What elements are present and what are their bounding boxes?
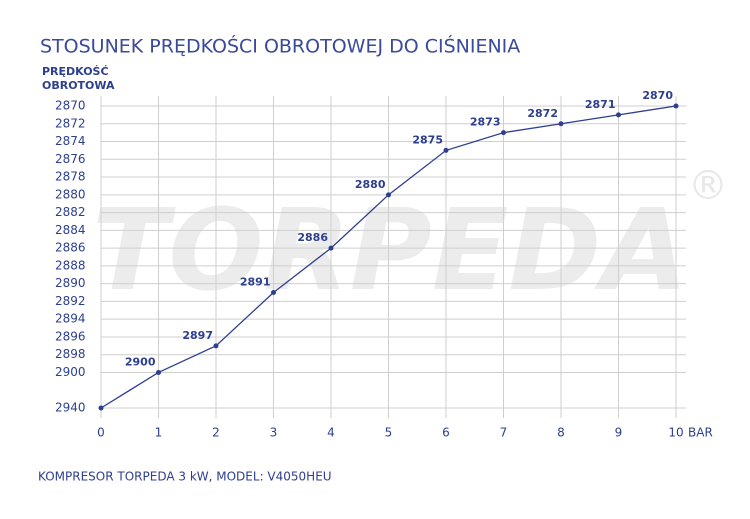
data-point xyxy=(213,343,219,349)
y-tick-label: 2876 xyxy=(55,152,86,166)
y-tick-label: 2892 xyxy=(55,294,86,308)
data-label: 2871 xyxy=(585,98,616,111)
chart-title: STOSUNEK PRĘDKOŚCI OBROTOWEJ DO CIŚNIENI… xyxy=(40,34,520,58)
y-tick-label: 2900 xyxy=(55,365,86,379)
y-tick-label: 2890 xyxy=(55,276,86,290)
data-point xyxy=(443,147,449,153)
data-point xyxy=(386,192,391,198)
y-tick-label: 2940 xyxy=(55,401,86,415)
y-tick-label: 2882 xyxy=(55,205,86,219)
y-tick-label: 2884 xyxy=(55,223,86,237)
x-tick-label: 7 xyxy=(500,426,508,440)
y-tick-label: 2878 xyxy=(55,170,86,184)
data-point xyxy=(98,405,104,411)
data-point xyxy=(673,103,679,109)
data-label: 2875 xyxy=(412,133,443,146)
y-tick-label: 2872 xyxy=(55,116,86,130)
y-tick-label: 2874 xyxy=(55,134,86,148)
y-tick-label: 2886 xyxy=(55,241,86,255)
x-tick-label: 0 xyxy=(97,426,105,440)
x-tick-label: 10 xyxy=(668,426,683,440)
data-point xyxy=(501,130,506,136)
data-point xyxy=(328,245,334,251)
x-tick-label: 1 xyxy=(155,426,163,440)
data-label: 2886 xyxy=(297,231,328,244)
x-tick-label: 9 xyxy=(615,426,623,440)
footer: KOMPRESOR TORPEDA 3 kW, MODEL: V4050HEU xyxy=(38,470,332,484)
x-tick-label: 6 xyxy=(442,426,450,440)
data-label: 2872 xyxy=(527,107,558,120)
y-tick-label: 2894 xyxy=(55,312,86,326)
y-axis-label: OBROTOWA xyxy=(42,79,115,92)
data-label: 2900 xyxy=(125,355,156,368)
data-label: 2873 xyxy=(470,116,501,129)
x-tick-label: 5 xyxy=(385,426,393,440)
data-label: 2891 xyxy=(240,276,271,289)
y-tick-label: 2870 xyxy=(55,99,86,113)
x-tick-label: 8 xyxy=(557,426,565,440)
y-tick-label: 2898 xyxy=(55,347,86,361)
data-point xyxy=(616,112,621,118)
data-point xyxy=(271,290,276,296)
data-label: 2897 xyxy=(182,329,213,342)
watermark: TORPEDA xyxy=(92,186,688,316)
data-label: 2880 xyxy=(355,178,386,191)
y-tick-label: 2880 xyxy=(55,187,86,201)
y-axis-label: PRĘDKOŚĆ xyxy=(42,65,109,78)
data-label: 2870 xyxy=(642,89,673,102)
y-tick-label: 2896 xyxy=(55,329,86,343)
watermark-mark: ® xyxy=(688,163,728,209)
x-tick-label: 2 xyxy=(212,426,220,440)
x-tick-label: 3 xyxy=(270,426,278,440)
x-axis-label: BAR xyxy=(688,426,713,440)
x-tick-label: 4 xyxy=(327,426,335,440)
data-point xyxy=(156,369,161,375)
y-tick-label: 2888 xyxy=(55,258,86,272)
data-point xyxy=(558,121,564,127)
